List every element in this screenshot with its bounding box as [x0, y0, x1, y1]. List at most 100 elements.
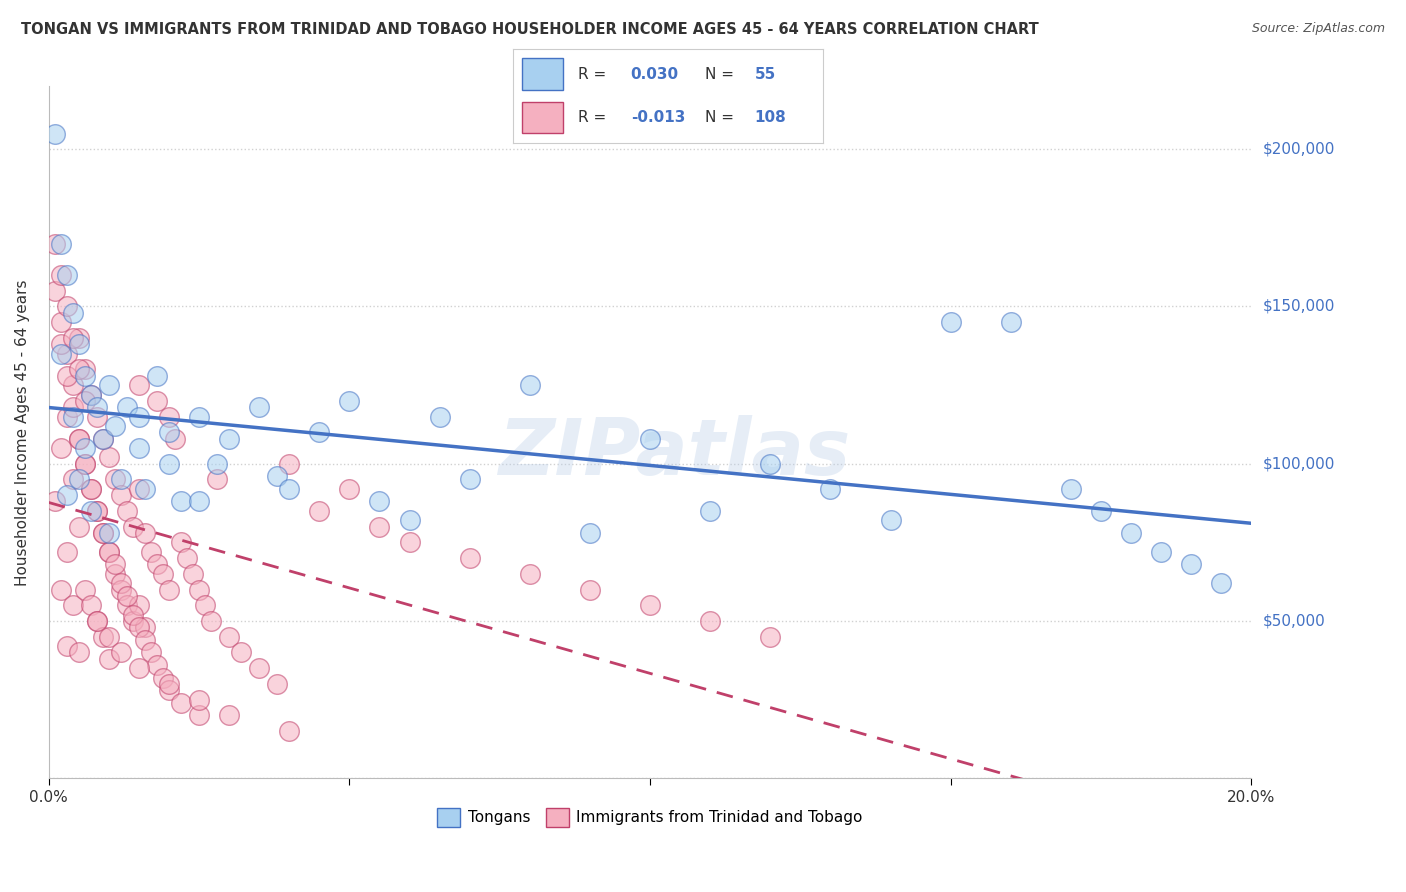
Point [247, 400, 270, 414]
Point [91, 525, 114, 540]
Point [579, 582, 602, 597]
Point [134, 525, 156, 540]
Point [759, 457, 782, 471]
Point [157, 582, 180, 597]
Point [104, 566, 127, 581]
Point [56, 639, 79, 653]
Text: N =: N = [704, 67, 734, 82]
Point [157, 677, 180, 691]
Point [157, 425, 180, 440]
Point [188, 494, 211, 508]
Point [56, 368, 79, 383]
Point [1000, 315, 1022, 329]
Point [218, 630, 240, 644]
Point [128, 378, 150, 392]
Point [188, 582, 211, 597]
Text: R =: R = [578, 67, 606, 82]
Point [266, 469, 288, 483]
Text: $50,000: $50,000 [1263, 614, 1324, 629]
Point [86, 504, 108, 518]
Point [62, 599, 84, 613]
Point [104, 558, 127, 572]
Point [200, 614, 222, 628]
Point [67, 337, 90, 351]
FancyBboxPatch shape [523, 102, 562, 134]
Point [49, 346, 72, 360]
Point [398, 535, 420, 549]
Point [146, 393, 169, 408]
Point [128, 661, 150, 675]
Point [170, 696, 193, 710]
Point [205, 457, 228, 471]
Point [122, 614, 145, 628]
Point [80, 387, 103, 401]
Point [122, 519, 145, 533]
Text: R =: R = [578, 110, 606, 125]
Text: ZIPatlas: ZIPatlas [498, 415, 851, 491]
Point [86, 614, 108, 628]
Point [67, 519, 90, 533]
Point [368, 494, 391, 508]
Point [1150, 545, 1173, 559]
Point [97, 545, 120, 559]
Point [157, 683, 180, 698]
Point [308, 504, 330, 518]
Point [231, 645, 253, 659]
Point [146, 658, 169, 673]
Point [67, 645, 90, 659]
Point [49, 582, 72, 597]
Point [638, 432, 661, 446]
Point [67, 473, 90, 487]
Point [62, 331, 84, 345]
Point [56, 268, 79, 282]
Point [44, 127, 66, 141]
Point [146, 558, 169, 572]
Point [176, 551, 198, 566]
Text: TONGAN VS IMMIGRANTS FROM TRINIDAD AND TOBAGO HOUSEHOLDER INCOME AGES 45 - 64 YE: TONGAN VS IMMIGRANTS FROM TRINIDAD AND T… [21, 22, 1039, 37]
Point [579, 525, 602, 540]
Point [80, 482, 103, 496]
Point [97, 525, 120, 540]
Point [519, 566, 541, 581]
Point [49, 441, 72, 455]
Point [62, 378, 84, 392]
Point [134, 632, 156, 647]
Point [157, 409, 180, 424]
Point [266, 677, 288, 691]
Point [152, 566, 174, 581]
Point [134, 620, 156, 634]
Text: $100,000: $100,000 [1263, 456, 1334, 471]
Legend: Tongans, Immigrants from Trinidad and Tobago: Tongans, Immigrants from Trinidad and To… [432, 802, 869, 833]
Point [247, 661, 270, 675]
Point [73, 368, 96, 383]
Point [91, 432, 114, 446]
Point [139, 545, 162, 559]
Text: N =: N = [704, 110, 734, 125]
Point [97, 630, 120, 644]
Point [110, 576, 132, 591]
Point [110, 473, 132, 487]
Point [218, 432, 240, 446]
Point [1211, 576, 1233, 591]
Point [115, 599, 138, 613]
Point [128, 409, 150, 424]
Point [80, 387, 103, 401]
Point [80, 504, 103, 518]
Point [194, 599, 217, 613]
Point [73, 393, 96, 408]
Point [170, 494, 193, 508]
Point [67, 432, 90, 446]
Point [152, 671, 174, 685]
Point [56, 488, 79, 502]
Point [429, 409, 451, 424]
Point [86, 614, 108, 628]
Point [97, 450, 120, 465]
Point [205, 473, 228, 487]
Point [699, 504, 721, 518]
FancyBboxPatch shape [523, 59, 562, 90]
Point [115, 400, 138, 414]
Y-axis label: Householder Income Ages 45 - 64 years: Householder Income Ages 45 - 64 years [15, 279, 30, 585]
Point [278, 457, 301, 471]
Point [56, 346, 79, 360]
Point [128, 620, 150, 634]
